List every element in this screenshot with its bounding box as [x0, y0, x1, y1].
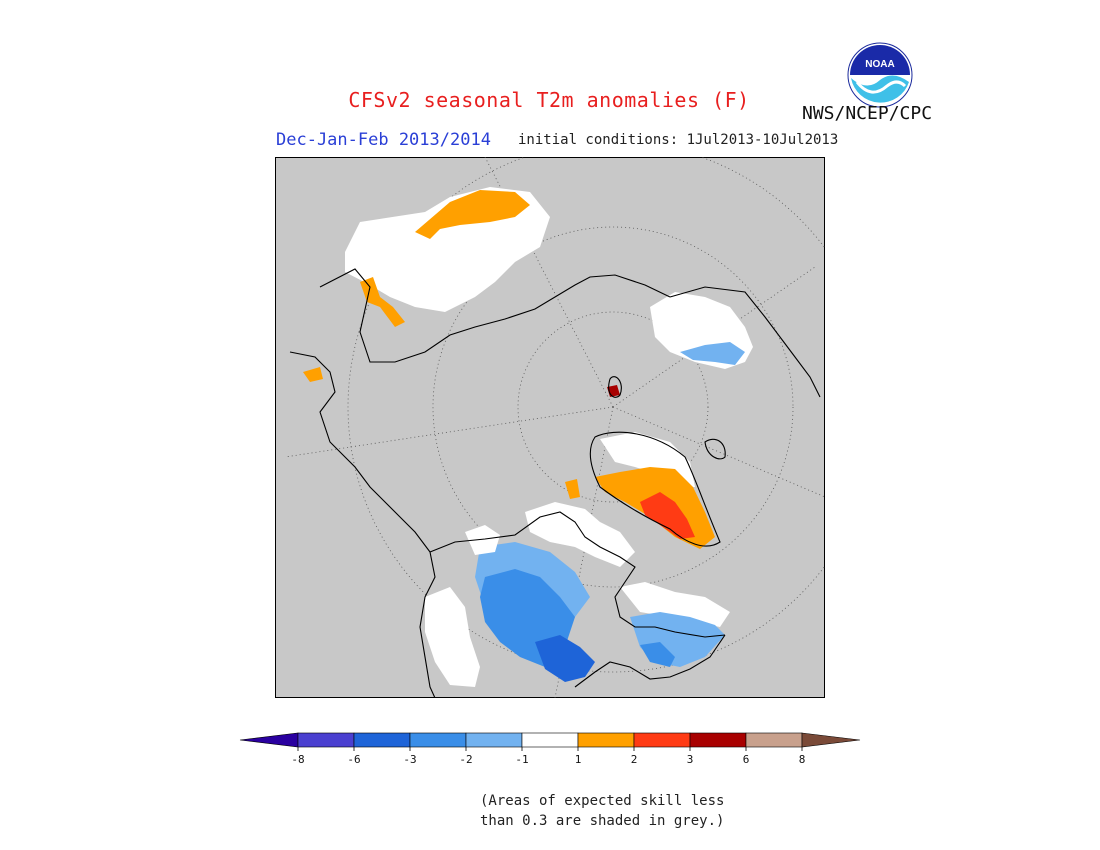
- footnote-line-2: than 0.3 are shaded in grey.): [480, 813, 725, 829]
- colorbar-bin-5: [521, 732, 579, 748]
- white-anomaly-alaska: [425, 587, 480, 687]
- colorbar: -8 -6 -3 -2 -1 1 2 3 6 8: [239, 732, 861, 766]
- colorbar-tick-label: 1: [575, 753, 582, 766]
- red-anomaly-greenland: [640, 492, 695, 539]
- colorbar-tick-label: -1: [515, 753, 528, 766]
- colorbar-tick-label: 8: [799, 753, 806, 766]
- orange-anomaly-east-siberia: [360, 277, 405, 327]
- agency-label: NWS/NCEP/CPC: [802, 103, 933, 124]
- polar-map: [275, 157, 825, 698]
- colorbar-tick-label: -2: [459, 753, 472, 766]
- noaa-logo-text: NOAA: [865, 59, 894, 70]
- colorbar-bin-2: [353, 732, 411, 748]
- colorbar-bin-3: [409, 732, 467, 748]
- colorbar-bin-8: [689, 732, 747, 748]
- colorbar-bin-7: [633, 732, 691, 748]
- latitude-circles: [347, 157, 825, 673]
- colorbar-bin-9: [745, 732, 803, 748]
- colorbar-tick-label: 2: [631, 753, 638, 766]
- colorbar-bin-0: [239, 732, 299, 748]
- noaa-logo: NOAA: [847, 42, 913, 108]
- meridians: [284, 157, 825, 698]
- coastlines: [289, 268, 821, 698]
- colorbar-bin-6: [577, 732, 635, 748]
- orange-anomaly-chukotka: [303, 367, 323, 382]
- blue-anomaly-quebec: [640, 642, 675, 667]
- white-anomaly-alaska-north: [465, 525, 500, 555]
- colorbar-tick-label: 6: [743, 753, 750, 766]
- blue-anomaly-europe: [680, 342, 745, 365]
- colorbar-tick-label: -8: [291, 753, 304, 766]
- orange-anomaly-canada-islands: [565, 479, 580, 499]
- colorbar-tick-label: -3: [403, 753, 416, 766]
- forecast-period: Dec-Jan-Feb 2013/2014: [276, 130, 491, 150]
- colorbar-bin-1: [297, 732, 355, 748]
- colorbar-bin-4: [465, 732, 523, 748]
- colorbar-tick-label: 3: [687, 753, 694, 766]
- orange-anomaly-siberia: [415, 190, 530, 239]
- footnote-line-1: (Areas of expected skill less: [480, 793, 725, 809]
- blue-anomaly-west-dark: [535, 635, 595, 682]
- initial-conditions: initial conditions: 1Jul2013-10Jul2013: [518, 132, 839, 148]
- colorbar-tick-label: -6: [347, 753, 360, 766]
- colorbar-bin-10: [801, 732, 861, 748]
- chart-title: CFSv2 seasonal T2m anomalies (F): [348, 88, 750, 112]
- white-anomaly-hudson: [620, 582, 730, 627]
